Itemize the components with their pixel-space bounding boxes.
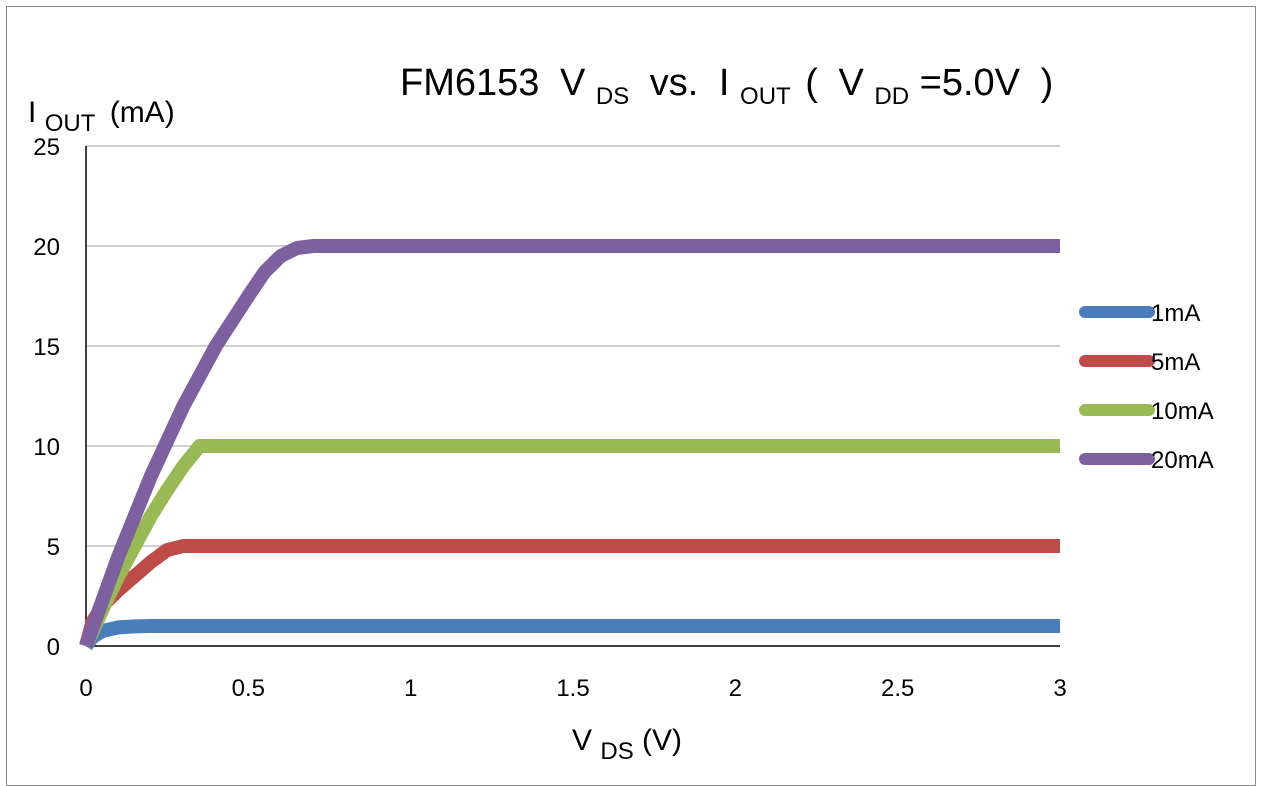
series-line-1ma	[80, 619, 1060, 651]
chart-title: FM6153 V DS vs. I OUT ( V DD =5.0V )	[400, 62, 1053, 113]
x-axis-label-main: V	[572, 724, 592, 757]
plot-area	[79, 239, 1060, 651]
legend-label: 5mA	[1151, 349, 1200, 376]
tick-labels: 0 5 10 15 20 25 0 0.5 1 1.5 2 2.5 3	[33, 134, 1066, 702]
y-axis-label-unit: (mA)	[110, 96, 175, 129]
chart-frame	[6, 6, 1256, 786]
series-line-20ma	[79, 239, 1060, 649]
x-tick-label: 0	[79, 675, 92, 702]
y-tick-label: 20	[33, 234, 60, 261]
title-v2: V	[839, 62, 865, 104]
x-axis-label: V DS (V)	[572, 724, 682, 766]
x-tick-label: 2.5	[881, 675, 914, 702]
title-v2-sub: DD	[874, 83, 909, 110]
legend-label: 20mA	[1151, 447, 1214, 474]
y-axis-label-sub: OUT	[45, 110, 96, 137]
x-tick-label: 1	[404, 675, 417, 702]
axes	[85, 146, 1060, 647]
x-tick-label: 2	[729, 675, 742, 702]
title-i1-sub: OUT	[740, 83, 791, 110]
y-tick-label: 10	[33, 434, 60, 461]
x-axis-label-sub: DS	[600, 738, 633, 765]
gridlines	[86, 145, 1060, 547]
title-v1-sub: DS	[596, 83, 629, 110]
x-tick-label: 1.5	[556, 675, 589, 702]
y-tick-label: 15	[33, 334, 60, 361]
legend: 1mA 5mA 10mA 20mA	[1079, 300, 1214, 474]
title-i1: I	[719, 62, 730, 104]
y-axis-label-main: I	[28, 96, 36, 129]
x-tick-label: 3	[1053, 675, 1066, 702]
y-tick-label: 25	[33, 134, 60, 161]
y-axis-label: I OUT (mA)	[28, 96, 175, 138]
title-mid: vs.	[650, 62, 699, 104]
legend-label: 10mA	[1151, 398, 1214, 425]
title-prefix: FM6153	[400, 62, 539, 104]
y-tick-label: 0	[47, 634, 60, 661]
title-v1: V	[560, 62, 586, 104]
y-tick-label: 5	[47, 534, 60, 561]
x-tick-label: 0.5	[232, 675, 265, 702]
title-value: =5.0V	[920, 62, 1021, 104]
title-paren-open: (	[805, 62, 818, 104]
title-paren-close: )	[1041, 62, 1054, 104]
x-axis-label-unit: (V)	[642, 724, 682, 757]
legend-label: 1mA	[1151, 300, 1200, 327]
